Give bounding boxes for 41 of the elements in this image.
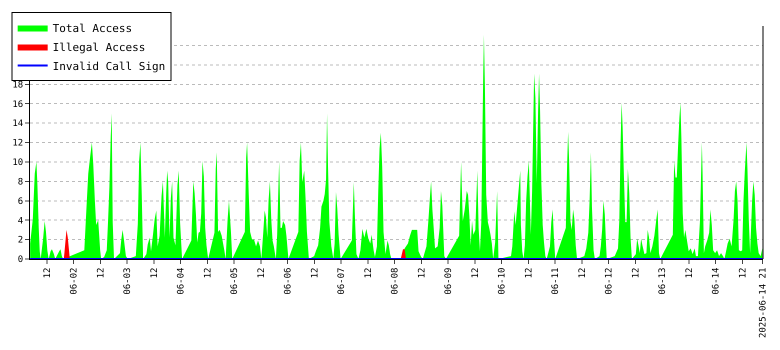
y-tick-label: 12 — [12, 138, 24, 149]
x-tick-label: 12 — [524, 268, 534, 278]
x-tick-label: 06-05 — [230, 268, 240, 295]
x-tick-label: 06-09 — [444, 268, 454, 295]
x-tick-label: 12 — [42, 268, 53, 278]
legend-label: Invalid Call Sign — [52, 60, 166, 73]
x-tick-label: 12 — [578, 268, 588, 278]
x-tick-label: 06-14 — [712, 268, 722, 295]
x-tick-label: 06-11 — [551, 268, 562, 295]
y-tick-label: 4 — [18, 216, 24, 226]
x-tick-label: 12 — [631, 268, 642, 278]
y-tick-label: 0 — [18, 255, 24, 266]
x-tick-label: 12 — [684, 268, 695, 278]
x-tick-label: 2025-06-14 21 — [758, 268, 768, 338]
x-tick-label: 06-07 — [337, 268, 348, 295]
x-tick-label: 06-04 — [176, 268, 187, 295]
legend-label: Total Access — [52, 22, 132, 35]
y-tick-label: 10 — [12, 158, 24, 168]
x-tick-label: 06-03 — [123, 268, 134, 295]
y-tick-label: 6 — [18, 196, 24, 207]
y-tick-label: 2 — [18, 236, 24, 246]
x-tick-label: 12 — [364, 268, 374, 278]
x-tick-label: 12 — [203, 268, 214, 278]
x-tick-label: 12 — [417, 268, 428, 278]
y-tick-label: 18 — [12, 80, 24, 90]
x-tick-label: 12 — [96, 268, 106, 278]
legend-label: Illegal Access — [52, 40, 146, 54]
x-tick-label: 06-02 — [70, 268, 80, 295]
y-tick-label: 14 — [12, 119, 24, 130]
x-tick-label: 06-08 — [390, 268, 401, 295]
x-tick-label: 12 — [150, 268, 160, 278]
x-tick-label: 12 — [738, 268, 748, 278]
x-tick-label: 12 — [470, 268, 481, 278]
x-tick-label: 06-06 — [284, 268, 294, 295]
y-tick-label: 16 — [12, 100, 24, 110]
x-tick-label: 06-12 — [604, 268, 615, 295]
x-tick-label: 06-10 — [498, 268, 508, 295]
y-tick-label: 8 — [18, 177, 24, 188]
x-tick-label: 06-13 — [658, 268, 668, 295]
x-tick-label: 12 — [256, 268, 267, 278]
x-tick-label: 12 — [310, 268, 320, 278]
